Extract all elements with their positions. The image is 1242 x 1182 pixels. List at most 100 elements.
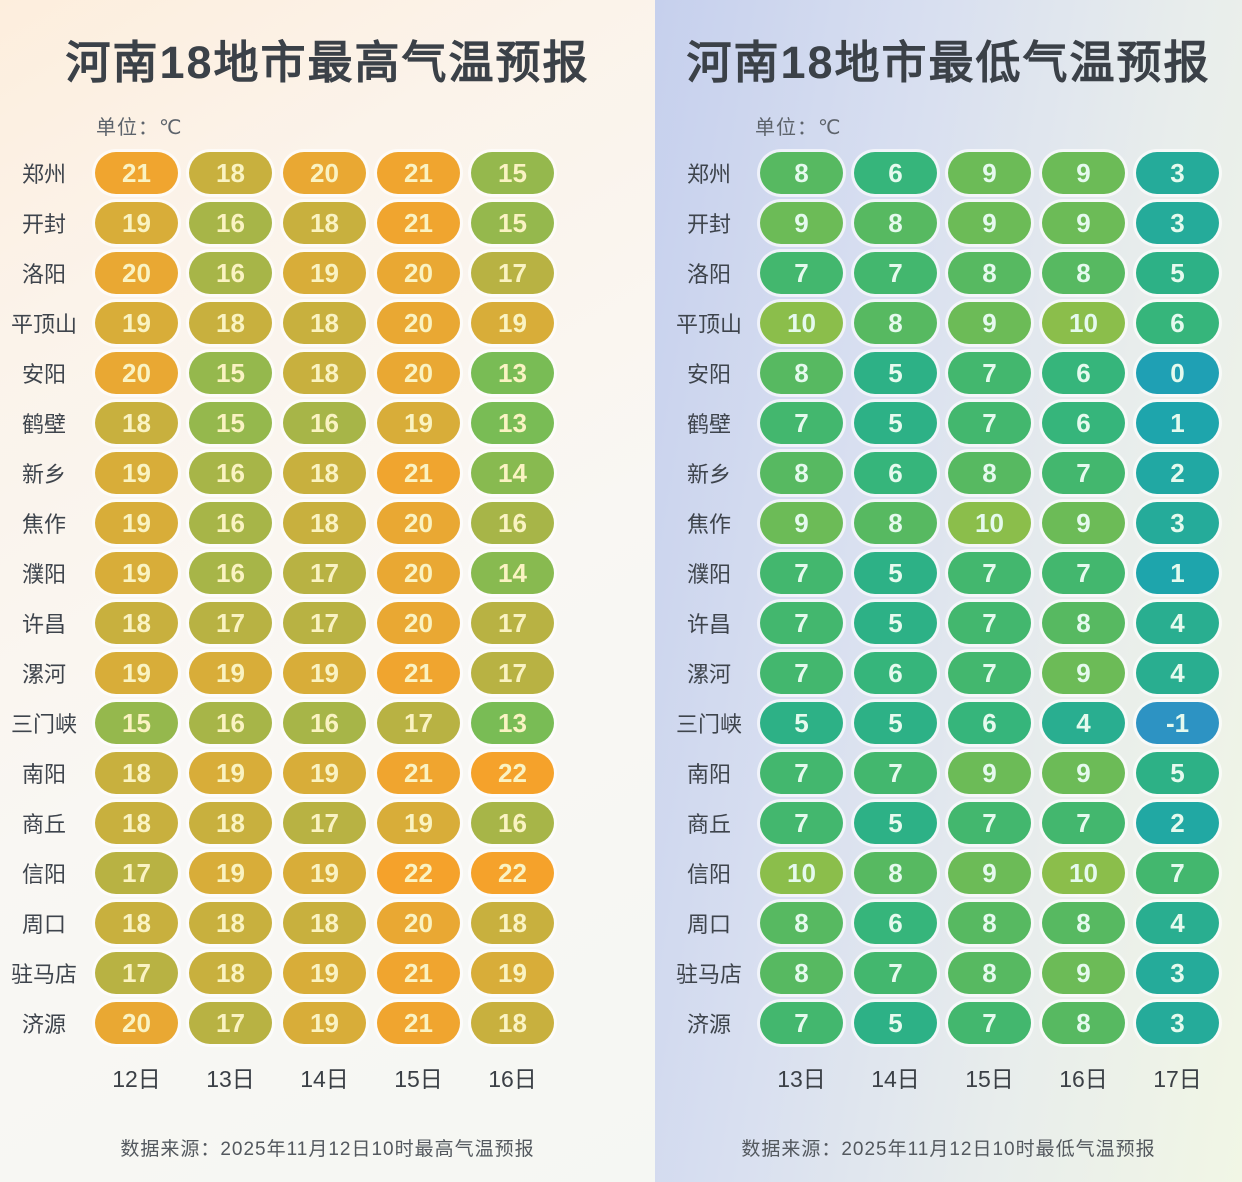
table-row: 安阳 8 5 7 6 0: [669, 352, 1242, 394]
temp-cell: 19: [95, 552, 178, 594]
temp-cell: 7: [760, 802, 843, 844]
city-label: 鹤壁: [21, 412, 66, 437]
temp-cell: 5: [854, 1002, 937, 1044]
min-temp-table: 郑州 8 6 9 9 3 开封 9 8 9 9 3 洛阳 7 7 8 8 5 平顶山 10 8 9 10 6 安阳 8 5 7 6 0 鹤壁…: [655, 152, 1242, 1044]
temp-cell: 22: [471, 852, 554, 894]
temp-cell: 19: [471, 952, 554, 994]
table-row: 驻马店 17 18 19 21 19: [4, 952, 655, 994]
min-date-row: 13日 14日 15日 16日 17日: [655, 1060, 1242, 1094]
temp-cell: 7: [948, 1002, 1031, 1044]
temp-cell: 7: [1042, 452, 1125, 494]
temp-cell: 16: [283, 702, 366, 744]
city-label: 洛阳: [21, 262, 66, 287]
temp-cell: 20: [377, 552, 460, 594]
table-row: 新乡 19 16 18 21 14: [4, 452, 655, 494]
table-row: 新乡 8 6 8 7 2: [669, 452, 1242, 494]
date-label: 16日: [1059, 1066, 1108, 1092]
temp-cell: 5: [854, 802, 937, 844]
date-label: 13日: [206, 1066, 255, 1092]
temp-cell: 5: [854, 352, 937, 394]
temp-cell: 15: [95, 702, 178, 744]
temp-cell: 17: [189, 602, 272, 644]
temp-cell: 6: [948, 702, 1031, 744]
temp-cell: 9: [1042, 652, 1125, 694]
temp-cell: 18: [283, 352, 366, 394]
min-temp-panel: 河南18地市最低气温预报 单位：℃ 郑州 8 6 9 9 3 开封 9 8 9 9 3 洛阳 7 7 8 8 5 平…: [655, 0, 1242, 1182]
temp-cell: 5: [854, 402, 937, 444]
table-row: 济源 7 5 7 8 3: [669, 1002, 1242, 1044]
temp-cell: 3: [1136, 1002, 1219, 1044]
temp-cell: 15: [189, 352, 272, 394]
temp-cell: 20: [377, 252, 460, 294]
temp-cell: 6: [854, 152, 937, 194]
table-row: 郑州 21 18 20 21 15: [4, 152, 655, 194]
temp-cell: 13: [471, 702, 554, 744]
temp-cell: 4: [1042, 702, 1125, 744]
temp-cell: 3: [1136, 202, 1219, 244]
city-label: 焦作: [21, 512, 66, 537]
temp-cell: 18: [95, 602, 178, 644]
city-label: 三门峡: [675, 712, 742, 737]
date-label: 13日: [777, 1066, 826, 1092]
temp-cell: 9: [760, 202, 843, 244]
min-data-source: 数据来源：2025年11月12日10时最低气温预报: [741, 1139, 1156, 1160]
temp-cell: 8: [760, 152, 843, 194]
temp-cell: 18: [471, 902, 554, 944]
temp-cell: 21: [95, 152, 178, 194]
temp-cell: 20: [377, 602, 460, 644]
temp-cell: 17: [189, 1002, 272, 1044]
table-row: 鹤壁 7 5 7 6 1: [669, 402, 1242, 444]
temp-cell: 7: [1042, 802, 1125, 844]
temp-cell: 7: [948, 402, 1031, 444]
table-row: 三门峡 15 16 16 17 13: [4, 702, 655, 744]
table-row: 洛阳 20 16 19 20 17: [4, 252, 655, 294]
temp-cell: 5: [854, 602, 937, 644]
temp-cell: 1: [1136, 402, 1219, 444]
temp-cell: 18: [283, 902, 366, 944]
table-row: 开封 19 16 18 21 15: [4, 202, 655, 244]
temp-cell: 4: [1136, 652, 1219, 694]
temp-cell: 4: [1136, 602, 1219, 644]
temp-cell: 19: [189, 852, 272, 894]
temp-cell: 9: [948, 852, 1031, 894]
temp-cell: 9: [1042, 752, 1125, 794]
temp-cell: 7: [948, 802, 1031, 844]
temp-cell: 19: [95, 652, 178, 694]
temp-cell: 22: [377, 852, 460, 894]
temp-cell: 8: [854, 302, 937, 344]
temp-cell: 17: [471, 252, 554, 294]
temp-cell: 18: [95, 802, 178, 844]
temp-cell: 19: [189, 652, 272, 694]
temp-cell: 18: [189, 802, 272, 844]
temp-cell: 6: [854, 452, 937, 494]
city-label: 焦作: [686, 512, 731, 537]
date-label: 14日: [871, 1066, 920, 1092]
temp-cell: 3: [1136, 152, 1219, 194]
temp-cell: 19: [283, 852, 366, 894]
temp-cell: 8: [948, 952, 1031, 994]
temp-cell: 8: [1042, 902, 1125, 944]
temp-cell: 20: [377, 502, 460, 544]
table-row: 信阳 17 19 19 22 22: [4, 852, 655, 894]
max-unit-label: 单位：℃: [96, 117, 183, 139]
temp-cell: -1: [1136, 702, 1219, 744]
table-row: 三门峡 5 5 6 4 -1: [669, 702, 1242, 744]
temp-cell: 13: [471, 402, 554, 444]
table-row: 漯河 19 19 19 21 17: [4, 652, 655, 694]
temp-cell: 5: [1136, 752, 1219, 794]
min-panel-title: 河南18地市最低气温预报: [686, 37, 1211, 88]
city-label: 南阳: [21, 762, 66, 787]
temp-cell: 7: [948, 552, 1031, 594]
temp-cell: 8: [1042, 252, 1125, 294]
city-label: 安阳: [21, 362, 66, 387]
date-label: 14日: [300, 1066, 349, 1092]
max-temp-panel: 河南18地市最高气温预报 单位：℃ 郑州 21 18 20 21 15 开封 19 16 18 21…: [0, 0, 655, 1182]
city-label: 漯河: [686, 662, 731, 687]
temp-cell: 19: [95, 502, 178, 544]
city-label: 濮阳: [686, 562, 731, 587]
city-label: 许昌: [686, 612, 731, 637]
temp-cell: 21: [377, 452, 460, 494]
table-row: 南阳 18 19 19 21 22: [4, 752, 655, 794]
temp-cell: 7: [760, 752, 843, 794]
